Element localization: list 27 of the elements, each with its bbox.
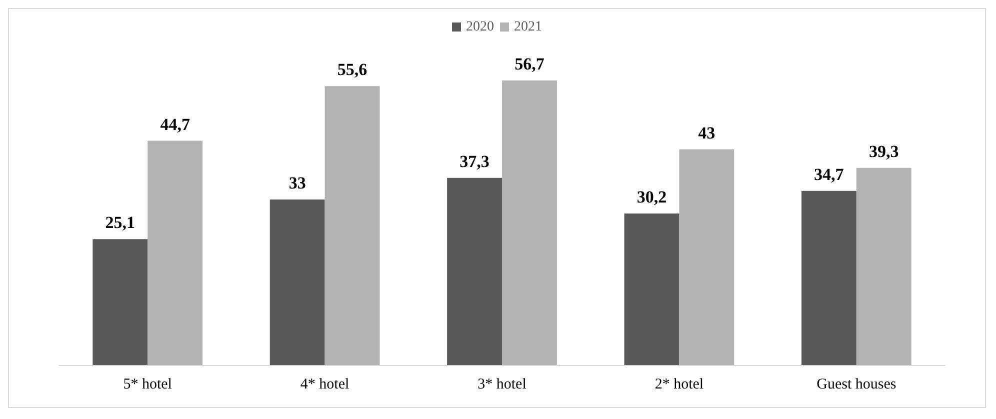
x-tick-label: 2* hotel — [654, 376, 704, 392]
data-label: 37,3 — [460, 152, 490, 171]
bar — [801, 190, 856, 365]
data-label: 25,1 — [105, 213, 136, 232]
x-tick-label: 4* hotel — [300, 376, 350, 392]
bar — [502, 80, 557, 365]
bar — [679, 149, 734, 365]
bar — [447, 178, 502, 365]
x-tick-label: 5* hotel — [123, 376, 172, 392]
bar — [270, 199, 325, 365]
legend-label: 2021 — [514, 20, 542, 34]
data-label: 39,3 — [868, 142, 899, 161]
data-label: 30,2 — [636, 187, 667, 206]
data-label: 34,7 — [814, 164, 844, 184]
x-tick-label: Guest houses — [816, 376, 896, 392]
data-label: 44,7 — [160, 114, 190, 134]
bar — [92, 239, 148, 365]
legend-label: 2020 — [466, 20, 494, 34]
bar — [324, 86, 380, 365]
bar — [624, 213, 680, 365]
x-tick-label: 3* hotel — [478, 376, 526, 392]
bar — [856, 168, 912, 365]
data-label: 55,6 — [337, 60, 368, 80]
bar — [148, 140, 203, 365]
data-label: 43 — [698, 123, 716, 142]
data-label: 33 — [288, 173, 306, 192]
data-label: 56,7 — [514, 54, 545, 74]
